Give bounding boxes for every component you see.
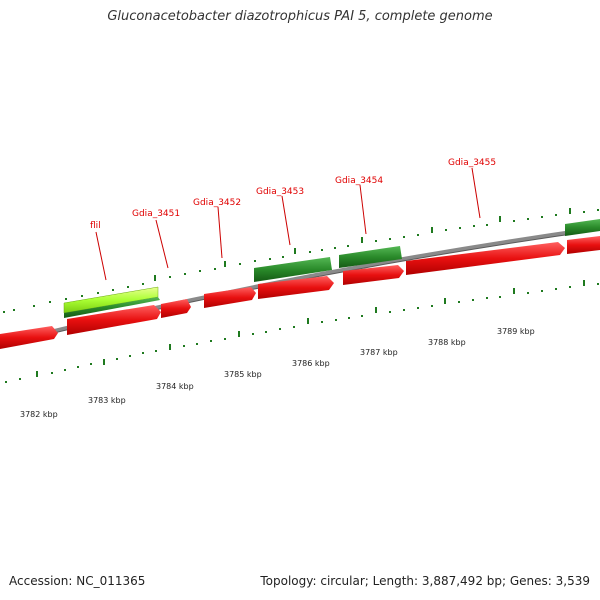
gene-label: Gdia_3452 — [193, 198, 241, 208]
gene-edge-green[interactable] — [565, 219, 600, 236]
genome-summary: Topology: circular; Length: 3,887,492 bp… — [260, 574, 590, 588]
scale-label: 3784 kbp — [156, 382, 194, 391]
gene-label: Gdia_3451 — [132, 209, 180, 219]
scale-label: 3783 kbp — [88, 396, 126, 405]
accession-text: Accession: NC_011365 — [9, 574, 146, 588]
gene-red-5[interactable] — [258, 276, 334, 299]
scale-label: 3785 kbp — [224, 370, 262, 379]
reverse-strand-genes — [63, 219, 600, 318]
gene-label: Gdia_3454 — [335, 176, 383, 186]
gene-gdia-3453-green[interactable] — [254, 257, 332, 282]
lower-tick-ring — [5, 280, 599, 383]
scale-label: 3789 kbp — [497, 327, 535, 336]
scale-label: 3788 kbp — [428, 338, 466, 347]
gene-red-7[interactable] — [406, 242, 565, 275]
forward-strand-genes — [0, 236, 600, 349]
upper-tick-ring — [3, 208, 599, 313]
gene-flil-green[interactable] — [64, 297, 160, 318]
gene-red-2[interactable] — [67, 305, 161, 335]
gene-gdia-3454-green[interactable] — [339, 246, 402, 268]
scale-label: 3786 kbp — [292, 359, 330, 368]
gene-labels: flil Gdia_3451 Gdia_3452 Gdia_3453 Gdia_… — [90, 158, 496, 231]
gene-red-3[interactable] — [161, 299, 191, 318]
gene-red-6[interactable] — [343, 265, 404, 285]
scale-label: 3782 kbp — [20, 410, 58, 419]
scale-labels: 3782 kbp 3783 kbp 3784 kbp 3785 kbp 3786… — [20, 327, 535, 419]
genome-title: Gluconacetobacter diazotrophicus PAI 5, … — [107, 9, 493, 24]
gene-label: Gdia_3455 — [448, 158, 496, 168]
gene-red-8[interactable] — [567, 236, 600, 254]
scale-label: 3787 kbp — [360, 348, 398, 357]
gene-red-1[interactable] — [0, 326, 58, 349]
gene-red-4[interactable] — [204, 287, 256, 308]
gene-label: flil — [90, 221, 101, 231]
gene-label: Gdia_3453 — [256, 187, 304, 197]
gene-leader-lines — [95, 167, 481, 281]
